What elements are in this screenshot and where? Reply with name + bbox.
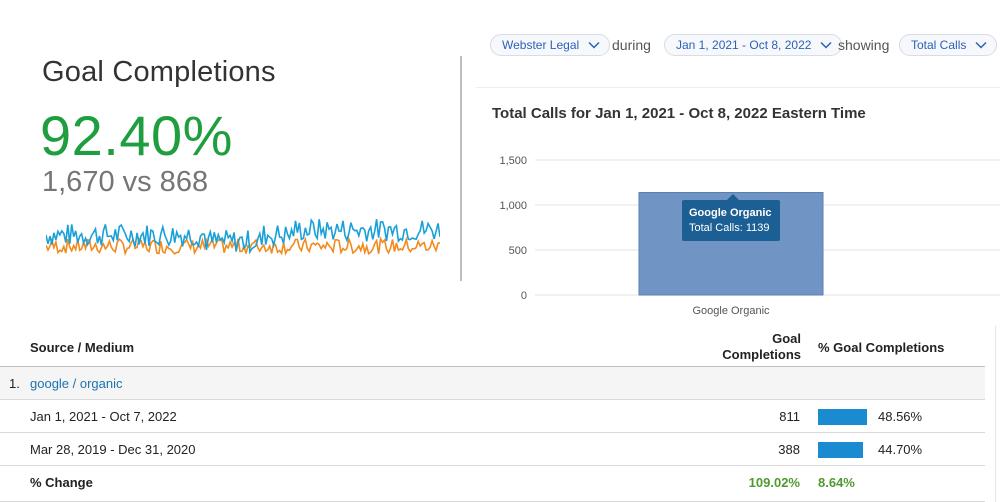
- chart-title: Total Calls for Jan 1, 2021 - Oct 8, 202…: [492, 105, 866, 122]
- y-tick-label: 1,000: [499, 200, 527, 212]
- chevron-down-icon: [819, 38, 833, 52]
- table-row: Mar 28, 2019 - Dec 31, 2020 388 44.70%: [0, 433, 985, 466]
- goal-completions-sparkline: [46, 218, 440, 257]
- sparkline-previous-series: [46, 236, 440, 257]
- date-range-label: Jan 1, 2021 - Oct 8, 2022: [676, 38, 812, 52]
- showing-label: showing: [838, 37, 890, 53]
- row-pct-bar: [818, 442, 863, 458]
- tooltip-title: Google Organic: [689, 207, 772, 219]
- change-pct-value: 8.64%: [818, 475, 855, 490]
- goal-completions-comparison: 1,670 vs 868: [42, 166, 209, 198]
- x-tick-label: Google Organic: [692, 305, 770, 317]
- header-pct-goal-completions[interactable]: % Goal Completions: [818, 340, 945, 355]
- row-index: 1.: [9, 376, 20, 391]
- table-group-row: 1. google / organic: [0, 367, 985, 400]
- row-goal-value: 388: [778, 442, 800, 457]
- account-dropdown-label: Webster Legal: [502, 38, 580, 52]
- date-range-dropdown[interactable]: Jan 1, 2021 - Oct 8, 2022: [664, 34, 842, 56]
- metric-dropdown-label: Total Calls: [911, 38, 967, 52]
- header-goal-line2: Completions: [722, 347, 801, 362]
- goal-completions-percent: 92.40%: [40, 104, 233, 167]
- panel-divider: [460, 56, 462, 281]
- chart-tooltip: Google Organic Total Calls: 1139: [682, 194, 780, 241]
- row-pct-value: 44.70%: [878, 442, 923, 457]
- header-source-medium[interactable]: Source / Medium: [30, 340, 135, 355]
- chevron-down-icon: [974, 38, 988, 52]
- table-right-border: [995, 326, 996, 502]
- account-dropdown[interactable]: Webster Legal: [490, 34, 610, 56]
- row-date-range: Mar 28, 2019 - Dec 31, 2020: [30, 442, 196, 457]
- table-change-row: % Change 109.02% 8.64%: [0, 466, 985, 502]
- sparkline-current-series: [46, 218, 440, 255]
- row-goal-value: 811: [779, 409, 800, 424]
- y-tick-label: 500: [509, 245, 527, 257]
- metric-dropdown[interactable]: Total Calls: [899, 34, 997, 56]
- change-label: % Change: [30, 475, 93, 490]
- table-header: Source / Medium Goal Completions % Goal …: [0, 326, 985, 367]
- row-date-range: Jan 1, 2021 - Oct 7, 2022: [30, 409, 177, 424]
- tooltip-value: Total Calls: 1139: [689, 222, 770, 234]
- row-pct-bar: [818, 409, 867, 425]
- filter-divider: [476, 87, 1000, 88]
- goal-completions-title: Goal Completions: [42, 56, 276, 88]
- row-pct-value: 48.56%: [878, 409, 923, 424]
- tooltip-arrow: [727, 194, 739, 200]
- y-tick-label: 0: [521, 290, 527, 302]
- table-row: Jan 1, 2021 - Oct 7, 2022 811 48.56%: [0, 400, 985, 433]
- chevron-down-icon: [587, 38, 601, 52]
- y-tick-label: 1,500: [499, 155, 527, 167]
- change-goal-value: 109.02%: [748, 475, 800, 490]
- during-label: during: [612, 37, 651, 53]
- header-goal-line1: Goal: [772, 331, 801, 346]
- source-link-google-organic[interactable]: google / organic: [30, 376, 123, 391]
- header-goal-completions[interactable]: Goal Completions: [722, 331, 801, 363]
